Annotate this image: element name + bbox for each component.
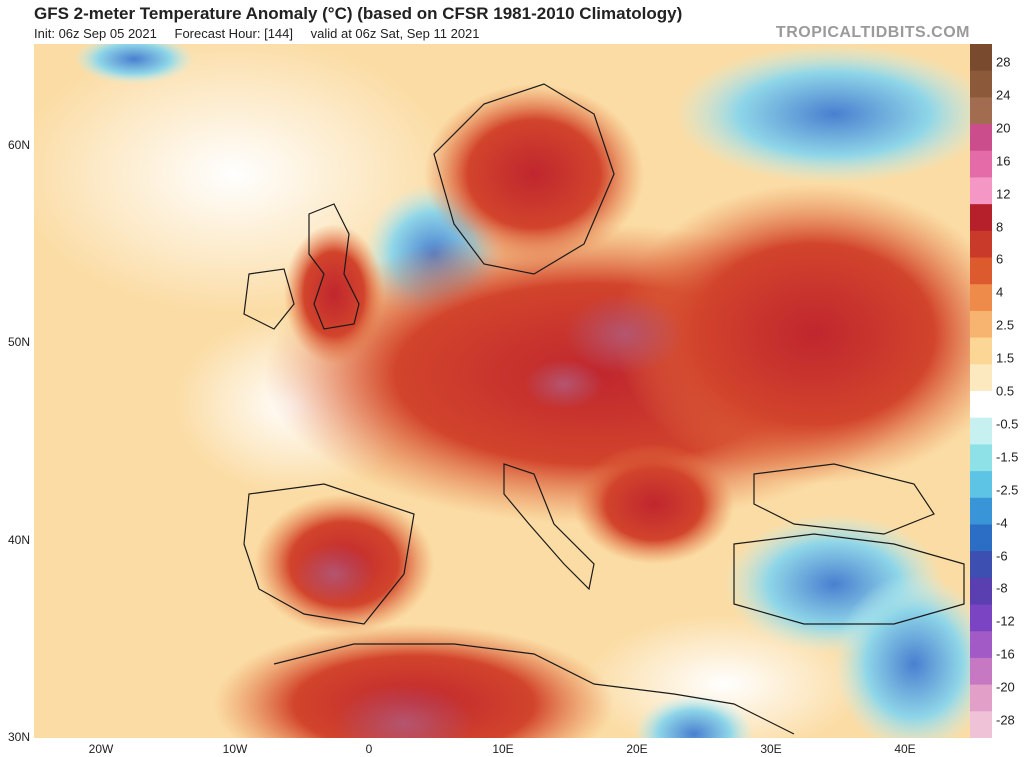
colorbar-swatch [970,551,992,578]
colorbar-swatch [970,364,992,391]
colorbar-swatch [970,338,992,365]
colorbar-swatch [970,685,992,712]
colorbar-tick-label: -6 [996,548,1008,563]
warm-balkans [574,444,734,564]
colorbar-tick-label: -2.5 [996,482,1018,497]
colorbar-tick-label: -0.5 [996,416,1018,431]
colorbar-tick-label: -12 [996,614,1015,629]
colorbar-swatch [970,658,992,685]
anomaly-map [34,44,970,738]
map-title: GFS 2-meter Temperature Anomaly (°C) (ba… [34,4,682,24]
colorbar-swatch [970,204,992,231]
colorbar-swatch [970,44,992,71]
colorbar-tick-label: -20 [996,680,1015,695]
colorbar-swatch [970,524,992,551]
colorbar-tick-label: 16 [996,153,1010,168]
colorbar-tick-label: 0.5 [996,384,1014,399]
colorbar-tick-label: 1.5 [996,351,1014,366]
colorbar-tick-label: -16 [996,647,1015,662]
colorbar-swatch [970,124,992,151]
hot-spain [294,544,374,604]
colorbar-swatch [970,444,992,471]
hot-germany [524,359,604,409]
colorbar-tick-label: 24 [996,87,1010,102]
colorbar-tick-label: 12 [996,186,1010,201]
forecast-hour: Forecast Hour: [144] [175,26,294,41]
colorbar-tick-label: 6 [996,252,1003,267]
colorbar-swatch [970,97,992,124]
colorbar-swatch [970,177,992,204]
lat-label: 50N [0,335,30,349]
colorbar-swatch [970,231,992,258]
valid-time: valid at 06z Sat, Sep 11 2021 [311,26,480,41]
colorbar-swatch [970,258,992,285]
colorbar-swatch [970,605,992,632]
brand-watermark: TROPICALTIDBITS.COM [776,24,970,42]
colorbar-swatch [970,311,992,338]
colorbar-tick-label: 4 [996,285,1003,300]
lon-label: 40E [894,742,915,756]
colorbar-swatch [970,631,992,658]
colorbar-tick-label: -4 [996,515,1008,530]
warm-britain [284,224,384,364]
lon-label: 10W [223,742,248,756]
colorbar-swatch [970,711,992,738]
lat-label: 40N [0,533,30,547]
lon-label: 20E [626,742,647,756]
init-time: Init: 06z Sep 05 2021 [34,26,157,41]
colorbar-tick-label: 28 [996,55,1010,70]
lat-label: 30N [0,730,30,744]
colorbar-tick-label: -8 [996,581,1008,596]
lon-label: 30E [760,742,781,756]
lon-label: 20W [89,742,114,756]
colorbar-tick-label: 20 [996,120,1010,135]
colorbar-tick-label: 8 [996,219,1003,234]
lon-label: 10E [492,742,513,756]
colorbar-swatch [970,151,992,178]
lon-label: 0 [366,742,373,756]
colorbar-swatch [970,418,992,445]
colorbar-tick-label: -28 [996,713,1015,728]
colorbar-tick-label: 2.5 [996,318,1014,333]
map-subtitle: Init: 06z Sep 05 2021 Forecast Hour: [14… [34,26,494,41]
colorbar-swatch [970,391,992,418]
colorbar-swatch [970,471,992,498]
colorbar-swatch [970,284,992,311]
lat-label: 60N [0,138,30,152]
colorbar-swatch [970,498,992,525]
warm-scandinavia [424,84,644,264]
colorbar-swatch [970,71,992,98]
colorbar-tick-label: -1.5 [996,449,1018,464]
colorbar-swatch [970,578,992,605]
colorbar [970,44,992,738]
